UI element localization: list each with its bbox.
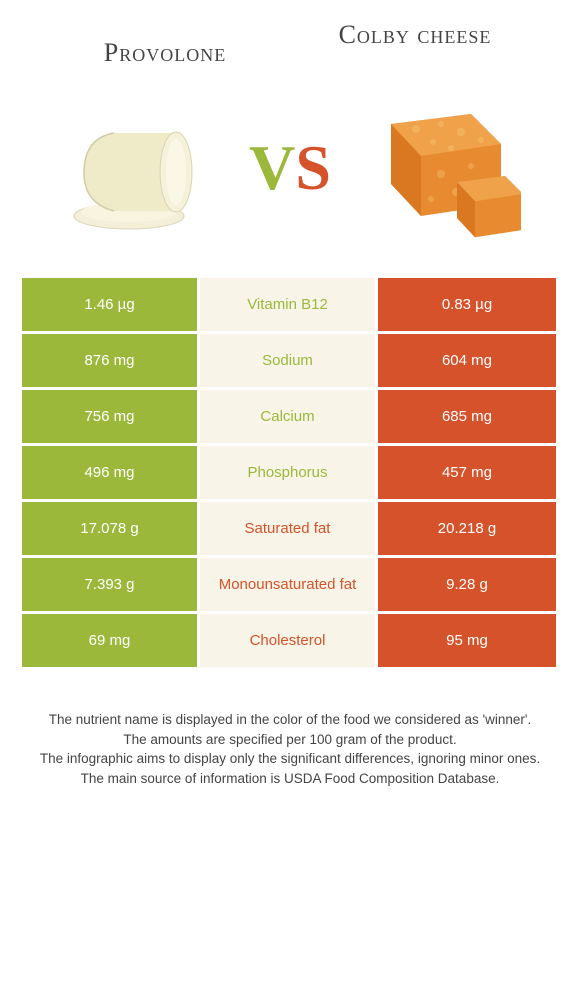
cell-left-value: 876 mg xyxy=(22,334,200,387)
title-provolone: Provolone xyxy=(40,38,290,68)
cell-nutrient-name: Cholesterol xyxy=(200,614,378,667)
cell-left-value: 496 mg xyxy=(22,446,200,499)
vs-label: VS xyxy=(249,131,331,205)
cell-left-value: 17.078 g xyxy=(22,502,200,555)
footnote-line: The nutrient name is displayed in the co… xyxy=(24,710,556,730)
cell-right-value: 457 mg xyxy=(378,446,556,499)
header-left: Provolone xyxy=(40,20,290,68)
cell-right-value: 20.218 g xyxy=(378,502,556,555)
vs-s: S xyxy=(295,132,331,203)
cell-nutrient-name: Saturated fat xyxy=(200,502,378,555)
cell-right-value: 0.83 µg xyxy=(378,278,556,331)
table-row: 496 mgPhosphorus457 mg xyxy=(22,446,558,502)
cell-left-value: 69 mg xyxy=(22,614,200,667)
table-row: 1.46 µgVitamin B120.83 µg xyxy=(22,278,558,334)
cell-right-value: 685 mg xyxy=(378,390,556,443)
footnote-line: The infographic aims to display only the… xyxy=(24,749,556,769)
cell-nutrient-name: Calcium xyxy=(200,390,378,443)
cell-nutrient-name: Sodium xyxy=(200,334,378,387)
cell-nutrient-name: Monounsaturated fat xyxy=(200,558,378,611)
table-row: 876 mgSodium604 mg xyxy=(22,334,558,390)
table-row: 7.393 gMonounsaturated fat9.28 g xyxy=(22,558,558,614)
table-row: 756 mgCalcium685 mg xyxy=(22,390,558,446)
cell-left-value: 756 mg xyxy=(22,390,200,443)
table-row: 17.078 gSaturated fat20.218 g xyxy=(22,502,558,558)
footnote-line: The amounts are specified per 100 gram o… xyxy=(24,730,556,750)
cell-nutrient-name: Phosphorus xyxy=(200,446,378,499)
title-colby: Colby cheese xyxy=(290,20,540,50)
comparison-table: 1.46 µgVitamin B120.83 µg876 mgSodium604… xyxy=(22,278,558,670)
hero-row: VS xyxy=(0,68,580,278)
cell-right-value: 604 mg xyxy=(378,334,556,387)
provolone-image xyxy=(59,98,229,238)
cell-left-value: 1.46 µg xyxy=(22,278,200,331)
header-right: Colby cheese xyxy=(290,20,540,68)
table-row: 69 mgCholesterol95 mg xyxy=(22,614,558,670)
footnote-line: The main source of information is USDA F… xyxy=(24,769,556,789)
cell-nutrient-name: Vitamin B12 xyxy=(200,278,378,331)
footnotes: The nutrient name is displayed in the co… xyxy=(0,670,580,788)
vs-v: V xyxy=(249,132,295,203)
cell-right-value: 9.28 g xyxy=(378,558,556,611)
cell-left-value: 7.393 g xyxy=(22,558,200,611)
colby-image xyxy=(351,98,521,238)
header: Provolone Colby cheese xyxy=(0,0,580,68)
cell-right-value: 95 mg xyxy=(378,614,556,667)
